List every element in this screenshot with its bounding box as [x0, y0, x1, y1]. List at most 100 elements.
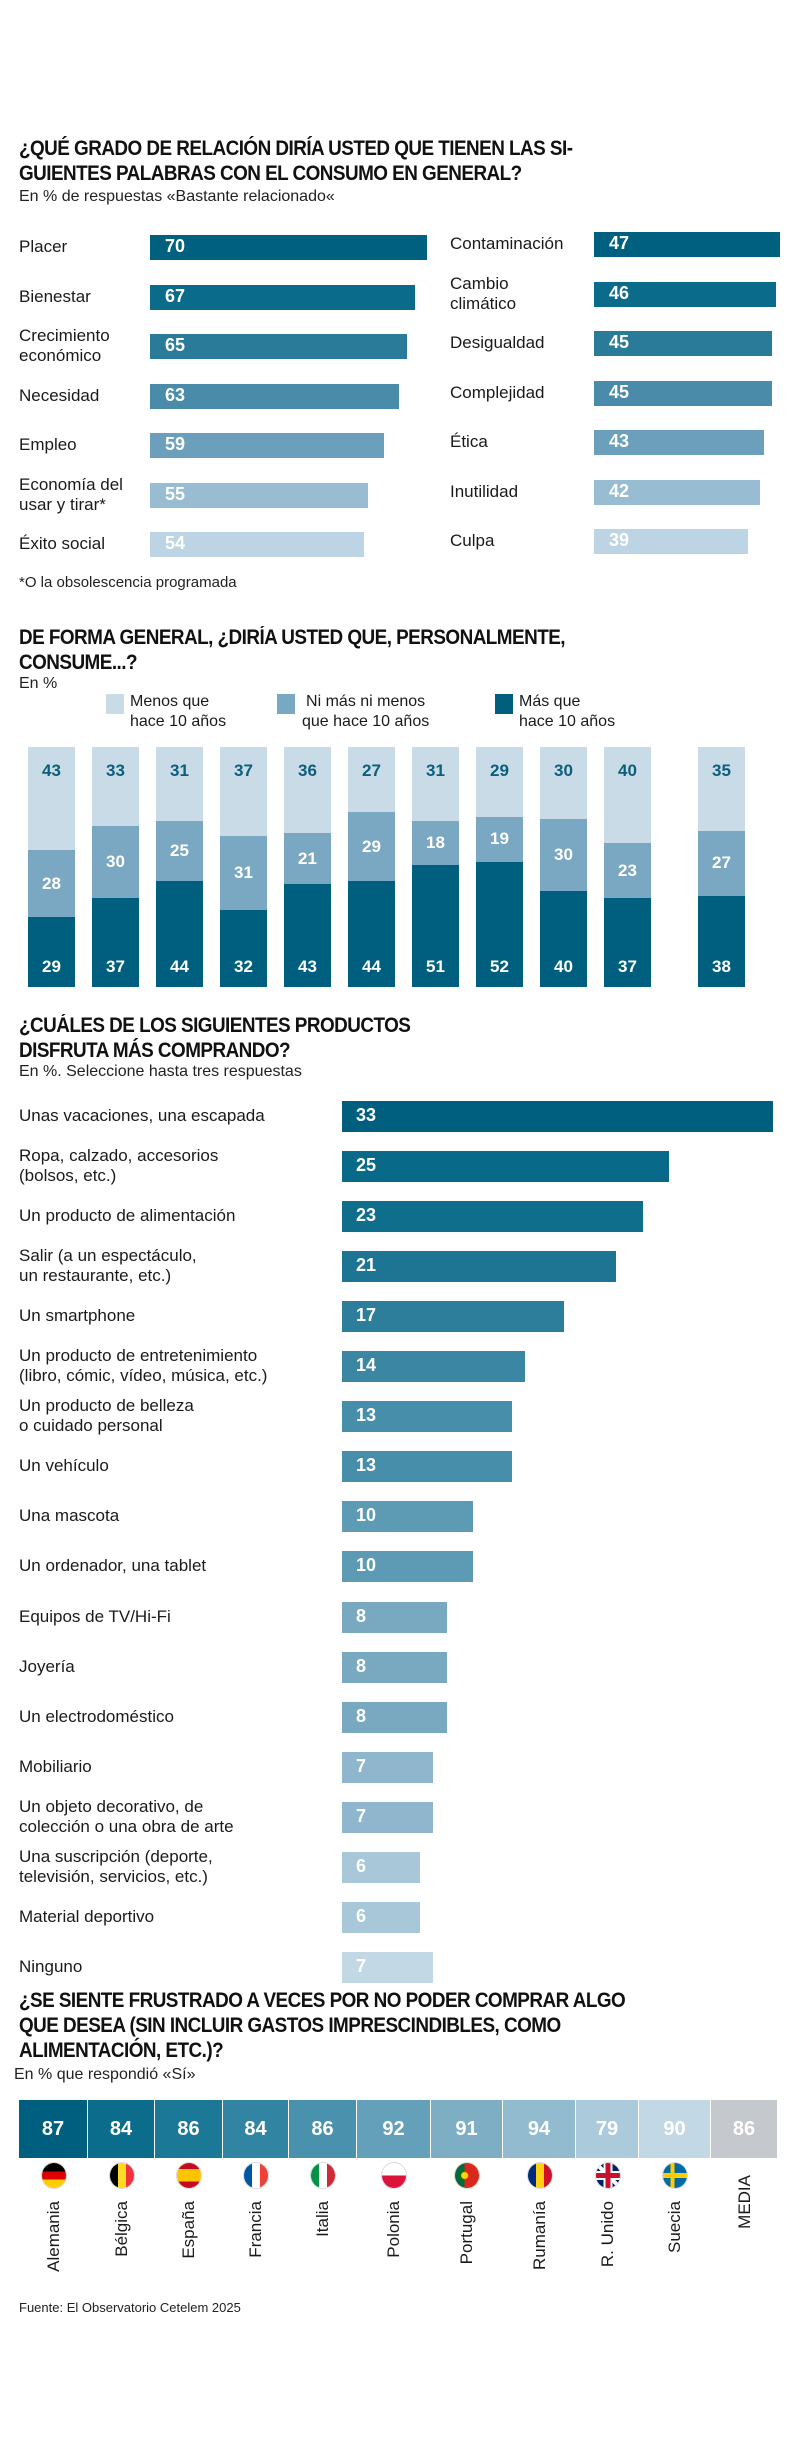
heatmap-cell: 91	[431, 2100, 503, 2158]
value-label-more: 51	[426, 957, 445, 976]
bar	[342, 1601, 447, 1633]
segment-same	[284, 833, 331, 884]
category-label: Una mascota	[19, 1506, 120, 1526]
bar-value-label: 70	[165, 236, 186, 256]
category-label: Complejidad	[450, 382, 545, 402]
bar-value-label: 45	[609, 332, 630, 352]
value-label-more: 38	[712, 957, 731, 976]
legend-label-more: Más que hace 10 años	[519, 693, 616, 730]
value-label-less: 43	[42, 761, 61, 780]
legend-label-less: Menos que hace 10 años	[130, 693, 227, 730]
bar-value-label: 10	[356, 1505, 377, 1526]
chart4-title: ¿SE SIENTE FRUSTRADO A VECES POR NO PODE…	[19, 1988, 626, 2063]
bar-value-label: 42	[609, 480, 630, 501]
heatmap-cell: 84	[223, 2100, 289, 2158]
bar-value-label: 63	[165, 384, 186, 405]
source-note: Fuente: El Observatorio Cetelem 2025	[19, 2300, 241, 2315]
segment-less	[92, 747, 139, 827]
category-label: Un smartphone	[19, 1306, 136, 1326]
category-label: Un electrodoméstico	[19, 1706, 174, 1726]
country-label: MEDIA	[734, 2175, 754, 2229]
bar	[342, 1801, 434, 1833]
value-label-same: 31	[234, 863, 253, 882]
bar	[342, 1451, 512, 1483]
segment-less	[348, 747, 395, 812]
chart1-title-line: ¿QUÉ GRADO DE RELACIÓN DIRÍA USTED QUE T…	[19, 137, 573, 160]
bar-value-label: 7	[356, 1805, 367, 1826]
bar-value-label: 25	[356, 1155, 377, 1176]
value-label-less: 31	[426, 761, 445, 780]
value-label-more: 37	[106, 957, 125, 976]
value-label-more: 44	[170, 957, 189, 976]
chart3-title: ¿CUÁLES DE LOS SIGUIENTES PRODUCTOS DISF…	[19, 1013, 411, 1063]
segment-same	[412, 821, 459, 865]
chart1-title-line: GUIENTES PALABRAS CON EL CONSUMO EN GENE…	[19, 162, 522, 185]
segment-more	[92, 898, 139, 987]
country-label: Rumanía	[529, 2201, 549, 2270]
category-label: Material deportivo	[19, 1906, 155, 1926]
category-label: Cambio climático	[450, 273, 517, 313]
segment-same	[476, 816, 523, 863]
bar-value-label: 7	[356, 1955, 367, 1976]
bar	[342, 1151, 669, 1183]
value-label-less: 30	[554, 761, 573, 780]
country-label: España	[179, 2201, 198, 2259]
bar-value-label: 13	[356, 1455, 377, 1476]
category-label: Bienestar	[19, 286, 91, 306]
heatmap-cell: 90	[639, 2100, 711, 2158]
romania-flag-icon	[527, 2163, 552, 2188]
value-label-more: 44	[362, 957, 381, 976]
bar	[150, 532, 364, 557]
chart2-title-line: DE FORMA GENERAL, ¿DIRÍA USTED QUE, PERS…	[19, 626, 566, 649]
bar	[594, 430, 765, 455]
category-label: Desigualdad	[450, 333, 545, 352]
italy-flag-icon	[311, 2163, 335, 2188]
bar	[342, 1701, 447, 1733]
heatmap-cell: 86	[289, 2100, 357, 2158]
bar	[342, 1401, 512, 1433]
bar	[594, 479, 761, 505]
category-label: Necesidad	[19, 385, 100, 405]
category-label: Un vehículo	[19, 1456, 109, 1476]
bar	[594, 380, 773, 406]
bar-value-label: 47	[609, 233, 630, 253]
value-label-less: 29	[490, 761, 509, 780]
chart4-title-line: ALIMENTACIÓN, ETC.)?	[19, 2039, 224, 2062]
portugal-flag-icon	[455, 2163, 479, 2188]
segment-same	[220, 835, 267, 911]
uk-flag-icon	[595, 2163, 620, 2188]
segment-more	[540, 891, 587, 987]
bar	[342, 1851, 421, 1883]
chart1-footnote: *O la obsolescencia programada	[19, 574, 237, 591]
category-label: Placer	[19, 237, 68, 256]
segment-more	[412, 864, 459, 987]
segment-less	[604, 747, 651, 843]
legend-label-same: Ni más ni menos que hace 10 años	[302, 693, 430, 730]
category-label: Empleo	[19, 435, 77, 454]
bar-value-label: 17	[356, 1305, 377, 1326]
bar	[594, 331, 773, 356]
bar-value-label: 33	[356, 1105, 377, 1125]
segment-same	[540, 819, 587, 891]
segment-same	[28, 850, 75, 918]
segment-less	[220, 747, 267, 836]
segment-same	[698, 831, 745, 896]
value-label-less: 31	[170, 761, 189, 780]
segment-less	[540, 747, 587, 819]
category-label: Un objeto decorativo, de colección o una…	[19, 1796, 234, 1836]
france-flag-icon	[244, 2163, 268, 2188]
category-label: Un producto de belleza o cuidado persona…	[19, 1396, 194, 1436]
value-label-same: 27	[712, 853, 731, 873]
bar	[150, 383, 400, 409]
segment-more	[284, 883, 331, 987]
bar-value-label: 59	[165, 434, 186, 454]
segment-more	[28, 917, 75, 987]
value-label-same: 30	[106, 852, 125, 872]
heatmap-cell: 86	[155, 2100, 223, 2158]
bar	[342, 1551, 473, 1583]
segment-more	[156, 881, 203, 987]
segment-less	[476, 747, 523, 817]
bar	[150, 433, 384, 458]
chart3-title-line: ¿CUÁLES DE LOS SIGUIENTES PRODUCTOS	[19, 1014, 411, 1037]
bar-value-label: 6	[356, 1855, 367, 1876]
